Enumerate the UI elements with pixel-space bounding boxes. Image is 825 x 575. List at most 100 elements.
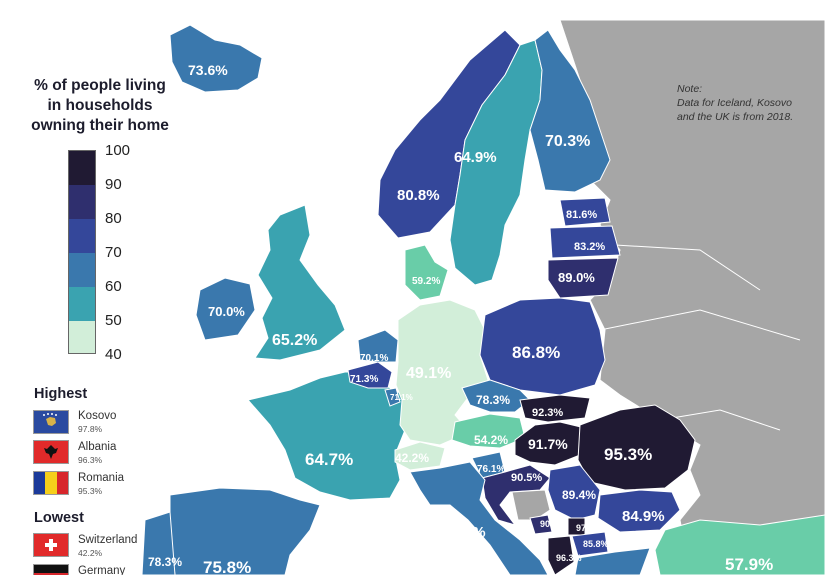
region-greece	[574, 547, 651, 575]
legend-tick: 70	[105, 244, 122, 261]
region-switzerland	[394, 441, 446, 471]
legend-title-line: in households	[47, 97, 153, 114]
label-france: 64.7%	[305, 450, 353, 469]
highest-heading: Highest	[34, 386, 88, 402]
scale-swatch-80-90	[69, 185, 95, 219]
region-denmark	[404, 244, 449, 301]
label-turkey: 57.9%	[725, 555, 773, 574]
scale-swatch-70-80	[69, 219, 95, 253]
label-luxembourg: 71.1%	[390, 393, 413, 402]
label-romania: 95.3%	[604, 445, 652, 464]
label-switzerland: 42.2%	[395, 451, 429, 465]
label-slovakia: 92.3%	[532, 407, 563, 419]
legend-title-line: owning their home	[31, 117, 169, 134]
label-spain: 75.8%	[203, 558, 251, 575]
highest-country-name: Kosovo	[78, 410, 117, 422]
label-estonia: 81.6%	[566, 209, 597, 221]
label-slovenia: 76.1%	[477, 464, 505, 475]
highest-country-name: Romania	[78, 472, 125, 484]
region-austria	[451, 413, 526, 449]
note-line: Note:	[677, 83, 703, 95]
legend-tick: 60	[105, 278, 122, 295]
region-slovakia	[519, 394, 591, 423]
region-bosnia	[511, 489, 551, 521]
label-belgium: 71.3%	[350, 374, 378, 385]
label-czechia: 78.3%	[476, 393, 510, 407]
region-latvia	[549, 225, 621, 259]
label-norway: 80.8%	[397, 187, 440, 204]
label-montenegro: 90.2%	[540, 519, 566, 529]
label-albania: 96.3%	[556, 553, 582, 563]
region-finland	[529, 29, 611, 193]
lowest-heading: Lowest	[34, 510, 84, 526]
region-netherlands	[357, 329, 399, 363]
region-croatia	[481, 464, 551, 526]
border-lines-east	[599, 244, 801, 431]
region-albania	[547, 535, 575, 575]
region-uk	[254, 204, 346, 361]
legend-title-line: % of people living	[34, 77, 166, 94]
legend-tick: 40	[105, 346, 122, 363]
region-ireland	[195, 277, 256, 341]
legend-tick: 80	[105, 210, 122, 227]
label-finland: 70.3%	[545, 133, 590, 150]
region-estonia	[559, 197, 611, 227]
label-latvia: 83.2%	[574, 241, 605, 253]
highest-country-value: 95.3%	[78, 486, 103, 496]
label-italy: 73.7%	[443, 524, 486, 541]
legend-tick: 100	[105, 142, 131, 159]
label-netherlands: 70.1%	[360, 353, 388, 364]
label-serbia: 89.4%	[562, 488, 596, 502]
kosovo-flag	[33, 410, 69, 434]
label-iceland: 73.6%	[188, 62, 228, 78]
romania-flag	[33, 471, 69, 495]
region-montenegro	[529, 514, 553, 535]
legend-color-scale	[68, 150, 96, 354]
scale-swatch-90-100	[69, 151, 95, 185]
label-hungary: 91.7%	[528, 436, 568, 452]
switzerland-flag	[33, 533, 69, 557]
scale-swatch-60-70	[69, 253, 95, 287]
legend-title: % of people living in households owning …	[10, 76, 190, 136]
label-croatia: 90.5%	[511, 472, 542, 484]
label-denmark: 59.2%	[412, 276, 440, 287]
highest-country-value: 97.8%	[78, 424, 103, 434]
label-portugal: 78.3%	[148, 555, 182, 569]
region-italy	[409, 461, 549, 575]
label-austria: 54.2%	[474, 433, 508, 447]
region-germany	[395, 299, 489, 446]
note-line: Data for Iceland, Kosovo	[677, 97, 792, 109]
label-germany: 49.1%	[406, 365, 451, 382]
region-turkey	[654, 514, 825, 575]
lowest-country-value: 42.2%	[78, 548, 103, 558]
label-poland: 86.8%	[512, 343, 560, 362]
note-line: and the UK is from 2018.	[677, 111, 794, 123]
legend-tick: 90	[105, 176, 122, 193]
scale-swatch-40-50	[69, 321, 95, 353]
legend-tick: 50	[105, 312, 122, 329]
region-north-macedonia	[571, 531, 609, 557]
label-ireland: 70.0%	[208, 304, 245, 319]
highest-country-value: 96.3%	[78, 455, 103, 465]
region-bulgaria	[597, 489, 681, 533]
region-poland	[479, 297, 606, 396]
value-labels: 73.6% 80.8% 64.9% 70.3% 81.6% 83.2% 89.0…	[148, 62, 773, 575]
scale-swatch-50-60	[69, 287, 95, 321]
label-kosovo: 97.8%	[576, 523, 602, 533]
region-portugal	[141, 511, 176, 575]
region-luxembourg	[384, 387, 401, 407]
highest-country-name: Albania	[78, 441, 117, 453]
germany-flag	[33, 564, 69, 575]
label-lithuania: 89.0%	[558, 270, 595, 285]
lowest-country-name: Germany	[78, 565, 126, 575]
label-uk: 65.2%	[272, 332, 317, 349]
label-bulgaria: 84.9%	[622, 508, 665, 525]
lowest-country-name: Switzerland	[78, 534, 138, 546]
albania-flag	[33, 440, 69, 464]
label-north-macedonia: 85.8%	[583, 539, 609, 549]
data-note: Note: Data for Iceland, Kosovo and the U…	[677, 82, 793, 124]
label-sweden: 64.9%	[454, 149, 497, 166]
region-lithuania	[547, 257, 619, 299]
